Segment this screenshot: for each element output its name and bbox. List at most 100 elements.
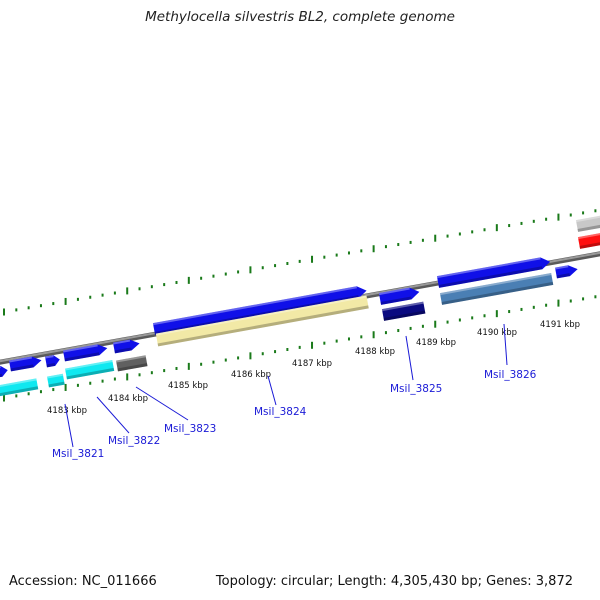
tick-mark — [113, 377, 116, 381]
tick-mark — [76, 297, 79, 301]
tick-mark — [483, 228, 486, 232]
tick-mark — [397, 329, 400, 333]
tick-mark — [39, 304, 42, 308]
scale-tick-label: 4184 kbp — [108, 394, 148, 404]
tick-mark — [39, 390, 42, 394]
tick-mark — [446, 234, 449, 238]
scale-tick-labels: 4183 kbp 4184 kbp 4185 kbp 4186 kbp 4187 kbp… — [47, 320, 580, 416]
tick-mark — [532, 305, 535, 309]
cds-feature[interactable] — [155, 295, 369, 347]
tick-mark — [520, 307, 523, 311]
tick-mark — [298, 259, 301, 263]
gene-label[interactable]: Msil_3822 — [108, 435, 160, 447]
tick-mark — [594, 295, 597, 299]
tick-mark — [323, 341, 326, 345]
cds-feature[interactable] — [555, 264, 579, 279]
tick-mark — [569, 213, 572, 217]
cds-feature[interactable] — [45, 354, 61, 368]
cds-feature[interactable] — [436, 256, 551, 288]
tick-mark — [471, 230, 474, 234]
tick-mark — [594, 209, 597, 213]
scale-tick-label: 4188 kbp — [355, 347, 395, 357]
tick-mark — [545, 303, 548, 307]
scale-tick-label: 4186 kbp — [231, 370, 271, 380]
tick-mark — [582, 211, 585, 215]
scale-tick-label: 4187 kbp — [292, 359, 332, 369]
tick-mark — [520, 221, 523, 225]
gene-leader-line — [405, 335, 414, 381]
gene-label[interactable]: Msil_3821 — [52, 448, 104, 460]
tick-mark — [212, 360, 215, 364]
cds-feature[interactable] — [113, 338, 141, 354]
tick-mark — [52, 302, 55, 306]
gene-label[interactable]: Msil_3825 — [390, 383, 442, 395]
cds-feature[interactable] — [47, 373, 65, 388]
cds-feature[interactable] — [65, 360, 115, 380]
tick-mark — [15, 394, 18, 398]
tick-mark — [286, 262, 289, 266]
scale-tick-label: 4189 kbp — [416, 338, 456, 348]
tick-mark — [372, 245, 375, 253]
cds-feature[interactable] — [439, 273, 554, 305]
tick-mark — [323, 255, 326, 259]
tick-mark — [150, 285, 153, 289]
tick-mark — [372, 331, 375, 339]
tick-mark — [261, 266, 264, 270]
tick-mark — [187, 362, 190, 370]
cds-feature[interactable] — [63, 343, 108, 362]
tick-mark — [397, 243, 400, 247]
cds-feature[interactable] — [381, 301, 426, 321]
tick-mark — [224, 272, 227, 276]
tick-mark — [557, 299, 560, 307]
tick-mark — [163, 283, 166, 287]
tick-mark — [434, 234, 437, 242]
gene-leader-line — [96, 396, 130, 434]
cds-feature[interactable] — [577, 231, 600, 249]
tick-mark — [138, 287, 141, 291]
tick-mark — [409, 240, 412, 244]
scale-tick-label: 4190 kbp — [477, 328, 517, 338]
scale-tick-label: 4185 kbp — [168, 381, 208, 391]
tick-mark — [126, 287, 129, 295]
tick-mark — [495, 310, 498, 318]
tick-mark — [224, 358, 227, 362]
tick-mark — [15, 308, 18, 312]
tick-mark — [64, 297, 67, 305]
inner-tick-dots — [3, 295, 597, 402]
tick-mark — [483, 314, 486, 318]
cds-features — [0, 214, 600, 398]
tick-mark — [3, 394, 5, 402]
tick-mark — [27, 392, 30, 396]
tick-mark — [311, 255, 314, 263]
tick-mark — [76, 383, 79, 387]
tick-mark — [311, 341, 314, 349]
tick-mark — [434, 320, 437, 328]
cds-feature[interactable] — [116, 355, 148, 372]
tick-mark — [163, 369, 166, 373]
tick-mark — [545, 217, 548, 221]
tick-mark — [274, 264, 277, 268]
tick-mark — [360, 335, 363, 339]
tick-mark — [27, 306, 30, 310]
tick-mark — [360, 249, 363, 253]
tick-mark — [458, 318, 461, 322]
gene-label[interactable]: Msil_3824 — [254, 406, 307, 418]
genome-summary-text: Topology: circular; Length: 4,305,430 bp… — [215, 574, 573, 589]
gene-label[interactable]: Msil_3826 — [484, 369, 537, 381]
cds-feature[interactable] — [0, 365, 9, 379]
cds-feature[interactable] — [378, 286, 420, 305]
gene-label[interactable]: Msil_3823 — [164, 423, 216, 435]
gene-leader-line — [267, 375, 277, 406]
tick-mark — [557, 213, 560, 221]
tick-mark — [237, 356, 240, 360]
cds-feature[interactable] — [575, 214, 600, 232]
tick-mark — [261, 352, 264, 356]
tick-mark — [384, 331, 387, 335]
tick-mark — [471, 316, 474, 320]
cds-feature[interactable] — [0, 378, 39, 398]
cds-feature[interactable] — [9, 355, 42, 372]
tick-mark — [508, 310, 511, 314]
gene-leader-line — [503, 323, 508, 366]
tick-mark — [495, 224, 498, 232]
